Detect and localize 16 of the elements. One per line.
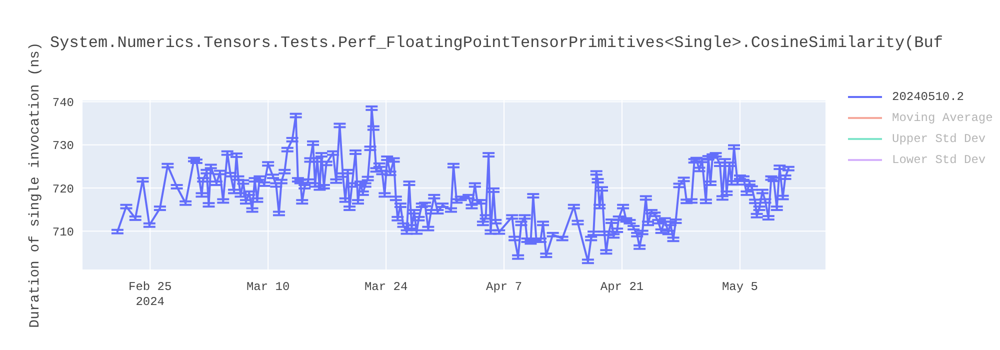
legend-label: 20240510.2 [892, 90, 964, 104]
x-tick-label: May 5 [722, 280, 758, 294]
y-tick-label: 720 [52, 182, 74, 196]
x-tick-label: Apr 7 [486, 280, 522, 294]
y-tick-label: 730 [52, 139, 74, 154]
x-tick-label: Mar 10 [246, 280, 290, 294]
legend-label: Lower Std Dev [892, 152, 986, 166]
y-tick-label: 740 [52, 96, 74, 110]
x-tick-label: Feb 25 2024 [128, 280, 172, 309]
legend-label: Upper Std Dev [892, 132, 986, 146]
x-tick-label: Apr 21 [600, 280, 644, 294]
x-tick-label: Mar 24 [364, 280, 408, 294]
legend-label: Moving Average [892, 110, 993, 124]
y-tick-label: 710 [52, 225, 74, 240]
chart-title: System.Numerics.Tensors.Tests.Perf_FloatingPointTensorPrimitives<Single>.CosineSimilarity(Buf [50, 34, 943, 52]
y-axis-title: Duration of single invocation (ns) [28, 42, 44, 328]
